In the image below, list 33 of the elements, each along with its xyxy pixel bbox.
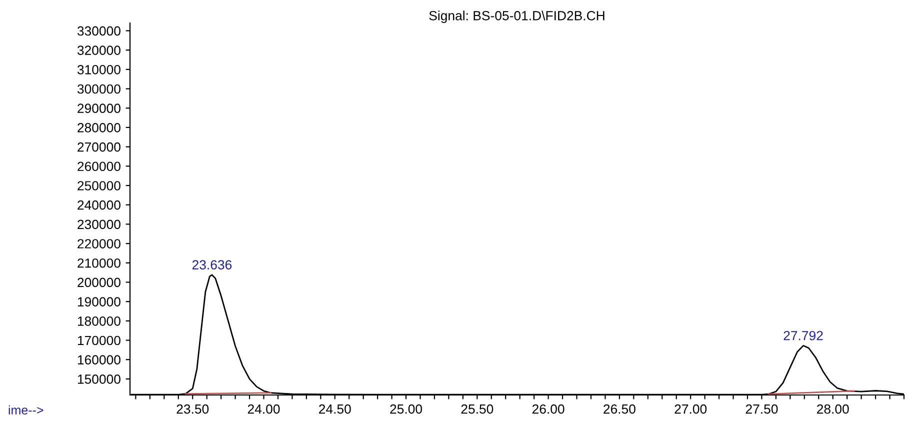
y-tick-label: 300000 — [77, 84, 120, 94]
x-tick-label: 24.00 — [248, 404, 280, 414]
y-tick-label: 290000 — [78, 104, 120, 114]
y-tick-label: 150000 — [78, 374, 120, 384]
annotation: 27.792 — [784, 330, 823, 340]
y-tick-label: 170000 — [78, 336, 120, 346]
x-tick-label: 23.50 — [176, 404, 209, 414]
y-tick-label: 160000 — [78, 355, 120, 365]
y-tick-label: 320000 — [77, 46, 120, 55]
x-tick-label: 28.00 — [817, 404, 849, 414]
chart-title: Signal: BS-05-01.D\FID2B.CH — [429, 10, 604, 23]
y-tick-label: 280000 — [78, 123, 120, 132]
x-tick-label: 27.50 — [746, 404, 778, 414]
y-tick-label: 200000 — [78, 278, 120, 288]
x-tick-label: 26.50 — [604, 404, 636, 414]
y-tick-label: 260000 — [78, 162, 120, 172]
y-tick-label: 220000 — [78, 239, 120, 248]
x-tick-label: 24.50 — [319, 404, 351, 414]
y-tick-label: 240000 — [78, 200, 120, 210]
y-tick-label: 250000 — [78, 181, 120, 190]
text: ime--> — [8, 405, 44, 415]
y-tick-label: 190000 — [78, 297, 120, 306]
y-tick-label: 230000 — [78, 220, 120, 230]
y-tick-label: 310000 — [77, 64, 120, 74]
y-tick-label: 210000 — [78, 258, 120, 268]
x-tick-label: 27.00 — [674, 404, 707, 414]
x-tick-label: 26.00 — [532, 404, 564, 414]
y-tick-label: 270000 — [78, 142, 120, 152]
annotation: 23.636 — [192, 260, 232, 270]
x-tick-label: 25.00 — [390, 404, 422, 414]
y-tick-label: 180000 — [78, 316, 120, 326]
y-tick-label: 330000 — [77, 26, 120, 36]
x-tick-label: 25.50 — [461, 404, 494, 414]
